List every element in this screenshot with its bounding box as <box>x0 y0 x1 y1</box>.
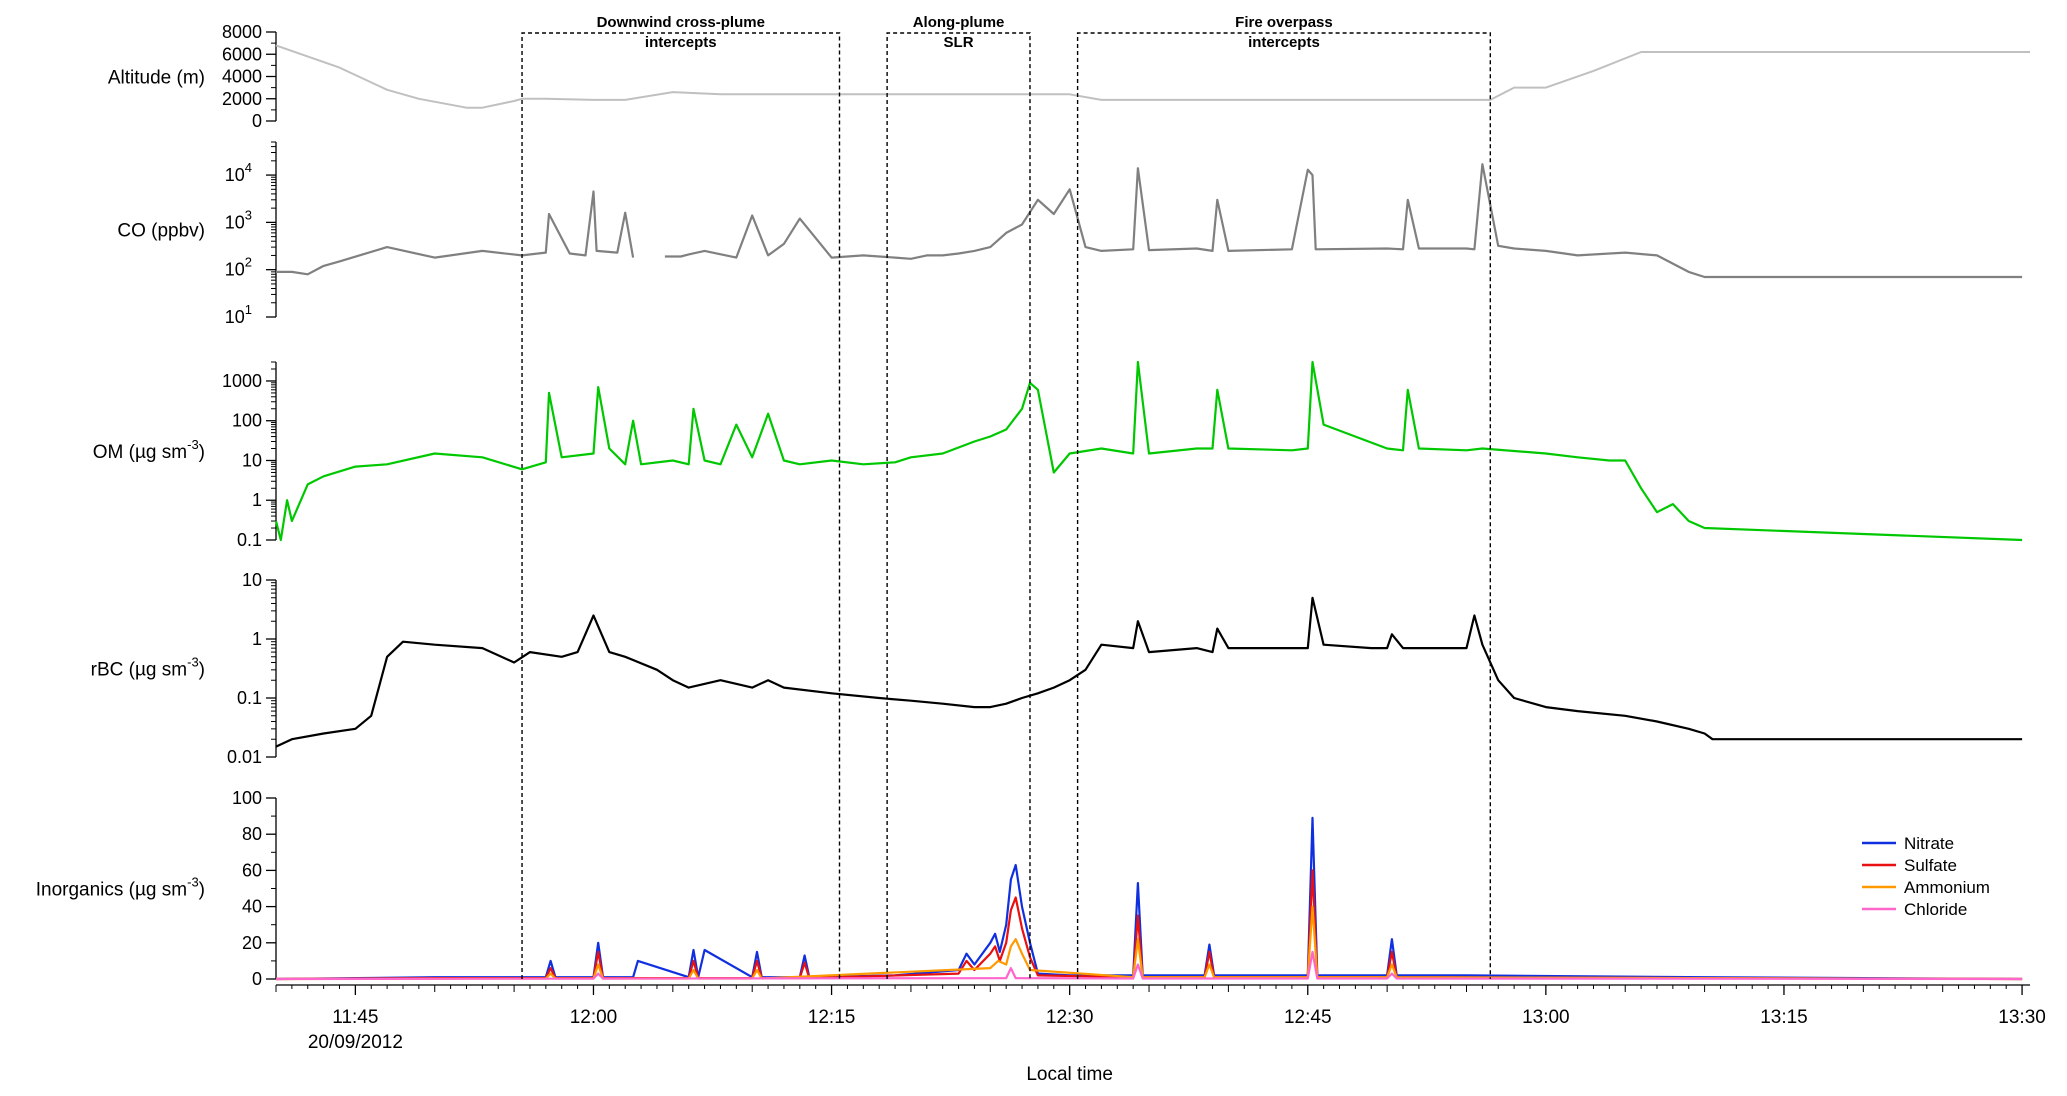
legend-label-sulfate: Sulfate <box>1904 856 1957 875</box>
region-box-2 <box>886 32 1031 979</box>
inorg-tick-label: 100 <box>232 788 262 808</box>
x-axis-label: Local time <box>1026 1064 1113 1085</box>
altitude-tick-label: 2000 <box>222 89 262 109</box>
inorg-y-axis-label: Inorganics (µg sm-3) <box>36 875 205 901</box>
co-y-axis-label: CO (ppbv) <box>117 221 205 242</box>
inorg-tick-label: 80 <box>242 824 262 844</box>
altitude-series-line <box>275 44 2030 109</box>
region-title-line1: Fire overpass <box>1235 14 1333 31</box>
inorg-series-chloride <box>275 950 2023 981</box>
x-tick-label: 13:00 <box>1522 1007 1570 1028</box>
inorg-series-sulfate <box>275 869 2023 981</box>
rbc-tick-label: 1 <box>252 629 262 649</box>
om-tick-label: 10 <box>242 450 262 470</box>
om-y-axis-label: OM (µg sm-3) <box>93 437 205 463</box>
rbc-panel: 0.01 0.1 1 10 rBC (µg sm-3) <box>91 570 2023 767</box>
inorg-tick-label: 40 <box>242 897 262 917</box>
rbc-y-axis-label: rBC (µg sm-3) <box>91 655 205 681</box>
x-axis: 11:45 20/09/2012 12:00 12:15 12:30 12:45 13:00… <box>275 984 2046 1085</box>
region-title-line2: intercepts <box>1248 34 1320 51</box>
x-tick-label: 12:00 <box>570 1007 618 1028</box>
x-tick-date-label: 20/09/2012 <box>308 1032 403 1053</box>
altitude-tick-label: 6000 <box>222 44 262 64</box>
om-tick-label: 1000 <box>222 371 262 391</box>
legend-label-nitrate: Nitrate <box>1904 834 1954 853</box>
x-tick-label: 12:15 <box>808 1007 856 1028</box>
region-title-line2: intercepts <box>645 34 717 51</box>
altitude-tick-label: 4000 <box>222 67 262 87</box>
region-title-line1: Downwind cross-plume <box>597 14 765 31</box>
rbc-tick-label: 0.01 <box>227 747 262 767</box>
om-tick-label: 1 <box>252 490 262 510</box>
x-tick-label: 12:30 <box>1046 1007 1094 1028</box>
co-tick-label: 103 <box>225 207 252 232</box>
x-tick-label: 13:30 <box>1998 1007 2046 1028</box>
inorg-series-nitrate <box>275 816 2023 981</box>
region-title-line2: SLR <box>944 34 974 51</box>
co-tick-label: 102 <box>225 255 252 280</box>
x-tick-label: 12:45 <box>1284 1007 1332 1028</box>
altitude-y-axis-label: Altitude (m) <box>108 68 205 89</box>
inorg-panel: 0 20 40 60 80 100 Inorganics (µg sm-3) <box>36 788 2023 989</box>
altitude-tick-label: 0 <box>252 111 262 131</box>
rbc-tick-label: 10 <box>242 570 262 590</box>
inorg-series-ammonium <box>275 905 2023 981</box>
inorg-tick-label: 60 <box>242 860 262 880</box>
co-tick-label: 104 <box>225 160 252 185</box>
inorg-tick-label: 0 <box>252 969 262 989</box>
rbc-tick-label: 0.1 <box>237 688 262 708</box>
legend-label-chloride: Chloride <box>1904 900 1967 919</box>
x-tick-label: 13:15 <box>1760 1007 1808 1028</box>
co-panel: 101 102 103 104 CO (ppbv) <box>117 141 2023 327</box>
co-tick-label: 101 <box>225 302 252 327</box>
region-box-1 <box>521 32 841 979</box>
legend-label-ammonium: Ammonium <box>1904 878 1990 897</box>
rbc-series-line <box>275 596 2023 748</box>
legend: Nitrate Sulfate Ammonium Chloride <box>1862 834 1990 919</box>
om-tick-label: 100 <box>232 411 262 431</box>
x-tick-label: 11:45 <box>332 1007 378 1028</box>
region-boxes: Downwind cross-plume intercepts Along-plum… <box>521 14 1492 979</box>
altitude-tick-label: 8000 <box>222 22 262 42</box>
co-series-line <box>276 163 2023 279</box>
inorg-tick-label: 20 <box>242 933 262 953</box>
om-series-line <box>274 360 2023 542</box>
region-title-line1: Along-plume <box>913 14 1005 31</box>
region-box-3 <box>1076 32 1492 979</box>
om-panel: 0.1 1 10 100 1000 OM (µg sm-3) <box>93 360 2023 550</box>
om-tick-label: 0.1 <box>237 530 262 550</box>
